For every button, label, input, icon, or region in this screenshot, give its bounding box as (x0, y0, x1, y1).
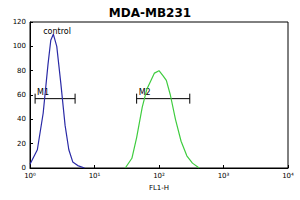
svg-text:20: 20 (17, 140, 26, 148)
svg-text:60: 60 (17, 91, 26, 99)
svg-text:M1: M1 (37, 88, 49, 97)
svg-text:FL1-H: FL1-H (149, 184, 169, 192)
svg-text:0: 0 (21, 164, 26, 172)
svg-text:100: 100 (13, 42, 26, 50)
svg-text:M2: M2 (138, 88, 151, 98)
svg-text:10²: 10² (153, 172, 165, 180)
svg-text:40: 40 (17, 115, 26, 123)
svg-text:10⁰: 10⁰ (24, 172, 36, 180)
svg-text:80: 80 (17, 67, 26, 75)
svg-text:10³: 10³ (218, 172, 230, 180)
svg-text:MDA-MB231: MDA-MB231 (109, 6, 191, 20)
svg-text:10¹: 10¹ (89, 172, 101, 180)
svg-text:120: 120 (13, 18, 26, 26)
svg-text:10⁴: 10⁴ (282, 172, 294, 180)
svg-text:control: control (43, 27, 71, 36)
